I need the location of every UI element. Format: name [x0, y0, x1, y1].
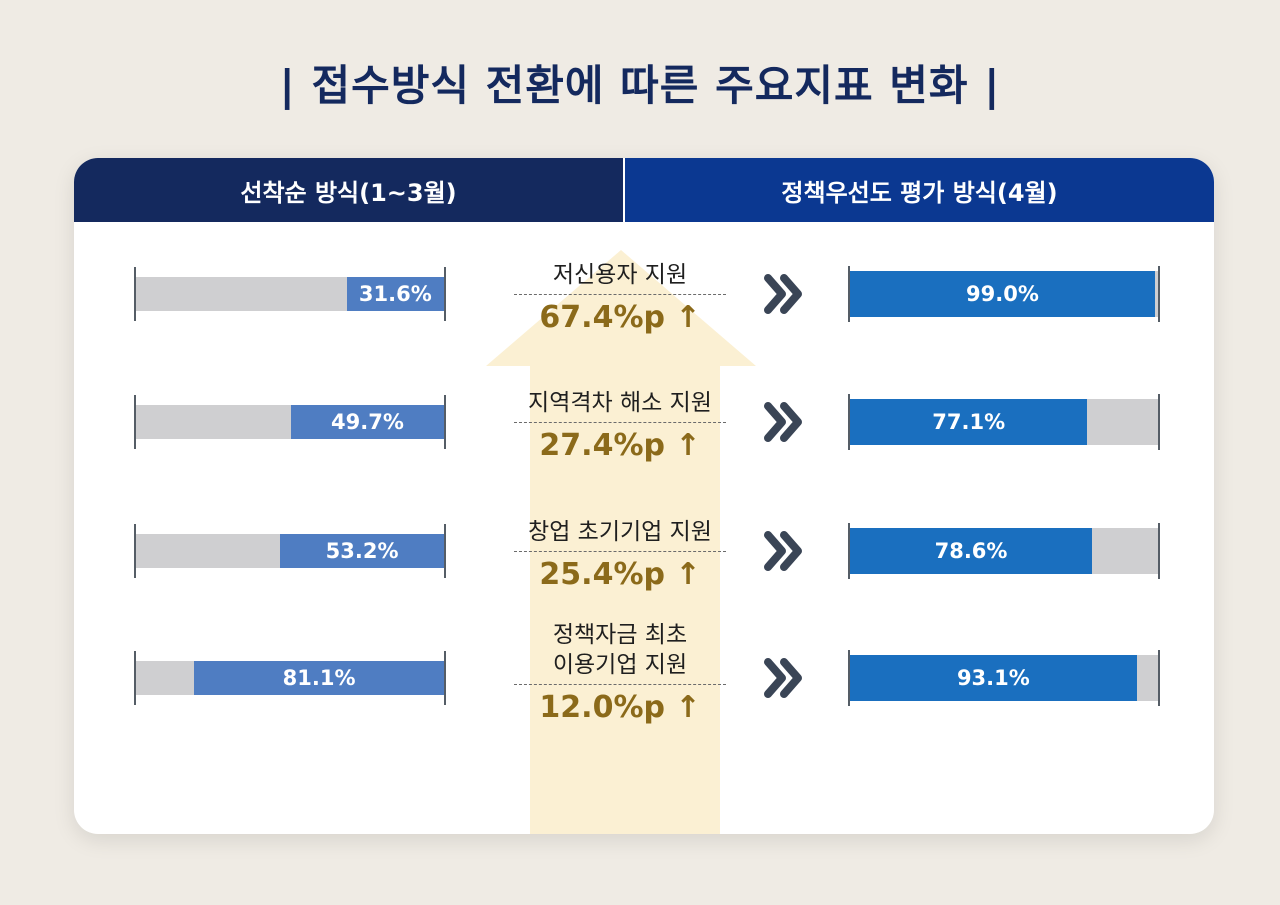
left-bar-3: 81.1% [134, 651, 446, 705]
left-bar-value: 31.6% [346, 277, 444, 311]
right-bar-0: 99.0% [848, 266, 1160, 322]
header-left: 선착순 방식(1~3월) [74, 158, 623, 222]
up-arrow-icon [486, 250, 756, 834]
left-bar-0: 31.6% [134, 267, 446, 321]
header-right: 정책우선도 평가 방식(4월) [625, 158, 1214, 222]
right-bar-value: 77.1% [850, 399, 1088, 445]
left-bar-value: 49.7% [290, 405, 444, 439]
left-bar-tick-start [134, 651, 136, 705]
left-bar-tick-start [134, 524, 136, 578]
label-divider [514, 684, 726, 685]
right-bar-tick-start [848, 650, 850, 706]
label-divider [514, 294, 726, 295]
right-bar-2: 78.6% [848, 523, 1160, 579]
right-bar-tick-end [1158, 266, 1160, 322]
right-bar-tick-end [1158, 523, 1160, 579]
left-bar-tick-end [444, 395, 446, 449]
right-bar-3: 93.1% [848, 650, 1160, 706]
right-bar-value: 99.0% [850, 271, 1155, 317]
label-divider [514, 551, 726, 552]
left-bar-tick-end [444, 651, 446, 705]
category-label-line: 정책자금 최초 [552, 622, 688, 648]
left-bar-tick-start [134, 395, 136, 449]
category-label-line: 이용기업 지원 [552, 652, 688, 678]
right-bar-value: 78.6% [850, 528, 1093, 574]
left-bar-tick-start [134, 267, 136, 321]
category-label-line: 저신용자 지원 [552, 262, 688, 288]
double-chevron-right-icon [764, 531, 802, 571]
right-bar-tick-start [848, 266, 850, 322]
left-bar-1: 49.7% [134, 395, 446, 449]
left-bar-track: 81.1% [136, 661, 444, 695]
change-value: 12.0%p ↑ [539, 690, 701, 725]
right-bar-track: 99.0% [850, 271, 1158, 317]
right-bar-track: 78.6% [850, 528, 1158, 574]
left-bar-track: 31.6% [136, 277, 444, 311]
left-bar-2: 53.2% [134, 524, 446, 578]
category-label-line: 지역격차 해소 지원 [528, 390, 712, 416]
change-value: 25.4%p ↑ [539, 557, 701, 592]
double-chevron-right-icon [764, 402, 802, 442]
page-title: | 접수방식 전환에 따른 주요지표 변화 | [279, 61, 1001, 110]
double-chevron-right-icon [764, 274, 802, 314]
change-value: 27.4%p ↑ [539, 428, 701, 463]
right-bar-track: 93.1% [850, 655, 1158, 701]
left-bar-tick-end [444, 267, 446, 321]
comparison-panel: 선착순 방식(1~3월) 정책우선도 평가 방식(4월) 31.6% 99.0% 저… [74, 158, 1214, 834]
right-bar-tick-end [1158, 650, 1160, 706]
left-bar-value: 81.1% [194, 661, 444, 695]
category-label: 창업 초기기업 지원 [510, 517, 730, 547]
left-bar-value: 53.2% [280, 534, 444, 568]
right-bar-value: 93.1% [850, 655, 1137, 701]
right-bar-tick-start [848, 523, 850, 579]
category-label-line: 창업 초기기업 지원 [528, 519, 712, 545]
right-bar-track: 77.1% [850, 399, 1158, 445]
right-bar-tick-start [848, 394, 850, 450]
double-chevron-right-icon [764, 658, 802, 698]
category-label: 지역격차 해소 지원 [510, 388, 730, 418]
category-label: 저신용자 지원 [510, 260, 730, 290]
left-bar-tick-end [444, 524, 446, 578]
change-value: 67.4%p ↑ [539, 300, 701, 335]
left-bar-track: 49.7% [136, 405, 444, 439]
right-bar-tick-end [1158, 394, 1160, 450]
left-bar-track: 53.2% [136, 534, 444, 568]
right-bar-1: 77.1% [848, 394, 1160, 450]
label-divider [514, 422, 726, 423]
